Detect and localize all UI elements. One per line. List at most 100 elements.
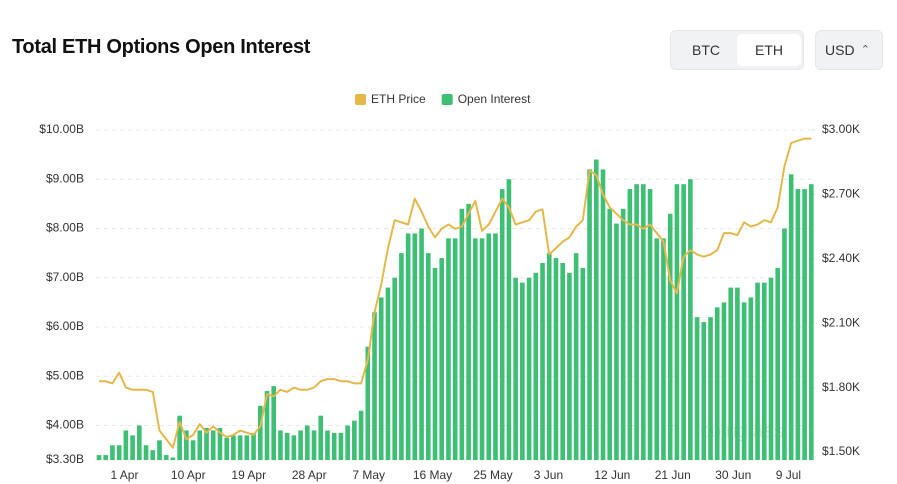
bar bbox=[654, 238, 660, 460]
bar bbox=[533, 272, 539, 460]
bar bbox=[204, 427, 209, 460]
bar bbox=[741, 302, 747, 460]
bar bbox=[526, 277, 532, 460]
bar bbox=[305, 425, 310, 460]
bar bbox=[190, 440, 196, 460]
y-tick-label: $9.00B bbox=[46, 171, 84, 185]
currency-label: USD bbox=[825, 42, 855, 58]
bar bbox=[378, 297, 384, 460]
bar bbox=[681, 184, 686, 460]
page-title: Total ETH Options Open Interest bbox=[12, 36, 311, 58]
bar bbox=[318, 415, 324, 460]
bar bbox=[761, 282, 767, 460]
x-tick-label: 30 Jun bbox=[715, 468, 751, 482]
bar bbox=[473, 238, 478, 460]
bar bbox=[425, 253, 431, 460]
bar bbox=[580, 267, 586, 460]
legend-label: ETH Price bbox=[371, 92, 426, 106]
y-tick-label: $10.00B bbox=[39, 122, 84, 136]
bar bbox=[177, 415, 182, 460]
bar bbox=[634, 184, 639, 460]
bar bbox=[264, 391, 270, 460]
bar bbox=[231, 435, 236, 460]
y2-tick-label: $1.50K bbox=[822, 444, 860, 458]
bar bbox=[345, 425, 350, 460]
bar bbox=[224, 437, 229, 460]
y2-tick-label: $3.00K bbox=[822, 122, 860, 136]
bar bbox=[573, 253, 579, 460]
x-tick-label: 25 May bbox=[473, 468, 512, 482]
x-tick-label: 16 May bbox=[413, 468, 452, 482]
select-arrow: ⌃ bbox=[860, 44, 870, 56]
bar bbox=[755, 282, 760, 460]
bar bbox=[553, 258, 559, 460]
bar bbox=[520, 282, 525, 460]
bar bbox=[419, 228, 424, 460]
bar bbox=[130, 435, 135, 460]
x-tick-label: 19 Apr bbox=[231, 468, 266, 482]
bar bbox=[540, 262, 545, 460]
y-tick-label: $7.00B bbox=[46, 270, 84, 284]
currency-select[interactable]: USD ⌃ bbox=[815, 30, 883, 70]
bar bbox=[170, 457, 176, 460]
bar bbox=[237, 435, 243, 460]
bar bbox=[459, 208, 465, 460]
bar bbox=[647, 189, 653, 460]
x-tick-label: 21 Jun bbox=[655, 468, 691, 482]
bar bbox=[788, 174, 794, 460]
bar bbox=[257, 405, 263, 460]
bar bbox=[210, 430, 216, 460]
bar bbox=[802, 189, 807, 460]
bar bbox=[157, 440, 162, 460]
bar bbox=[728, 287, 733, 460]
bar bbox=[466, 203, 471, 460]
bar bbox=[493, 233, 498, 460]
y-tick-label: $5.00B bbox=[46, 368, 84, 382]
bar bbox=[96, 455, 102, 460]
bar bbox=[412, 233, 418, 460]
bar bbox=[137, 425, 142, 460]
x-tick-label: 7 May bbox=[352, 468, 385, 482]
bar bbox=[432, 267, 438, 460]
bar bbox=[627, 189, 633, 460]
bar bbox=[567, 272, 572, 460]
bar bbox=[667, 213, 673, 460]
bar bbox=[197, 430, 203, 460]
bar bbox=[708, 317, 713, 460]
bar bbox=[110, 445, 115, 460]
x-tick-label: 9 Jul bbox=[776, 468, 801, 482]
bar bbox=[499, 189, 505, 460]
bar bbox=[399, 253, 404, 460]
y-tick-label: $4.00B bbox=[46, 418, 84, 432]
bar bbox=[782, 228, 787, 460]
bar bbox=[587, 169, 592, 460]
bar bbox=[311, 430, 317, 460]
bar bbox=[701, 322, 707, 460]
bar bbox=[546, 253, 552, 460]
eth-button[interactable]: ETH bbox=[737, 34, 801, 66]
bar bbox=[392, 277, 397, 460]
y2-tick-label: $1.80K bbox=[822, 380, 860, 394]
bar bbox=[325, 430, 330, 460]
y-tick-label: $8.00B bbox=[46, 221, 84, 235]
bar bbox=[244, 435, 250, 460]
bar bbox=[372, 312, 377, 460]
bar bbox=[298, 430, 303, 460]
bar bbox=[385, 287, 391, 460]
x-tick-label: 10 Apr bbox=[171, 468, 206, 482]
bar bbox=[184, 430, 189, 460]
legend-swatch bbox=[441, 94, 453, 105]
price-line bbox=[99, 137, 812, 449]
btc-button[interactable]: BTC bbox=[692, 42, 720, 58]
bar bbox=[694, 317, 700, 460]
bar bbox=[251, 432, 256, 460]
bar bbox=[123, 430, 129, 460]
bar bbox=[748, 297, 754, 460]
bar bbox=[271, 386, 277, 460]
bar bbox=[284, 432, 290, 460]
bar bbox=[291, 435, 297, 460]
bar bbox=[560, 262, 565, 460]
bar bbox=[338, 432, 344, 460]
bar bbox=[278, 430, 283, 460]
